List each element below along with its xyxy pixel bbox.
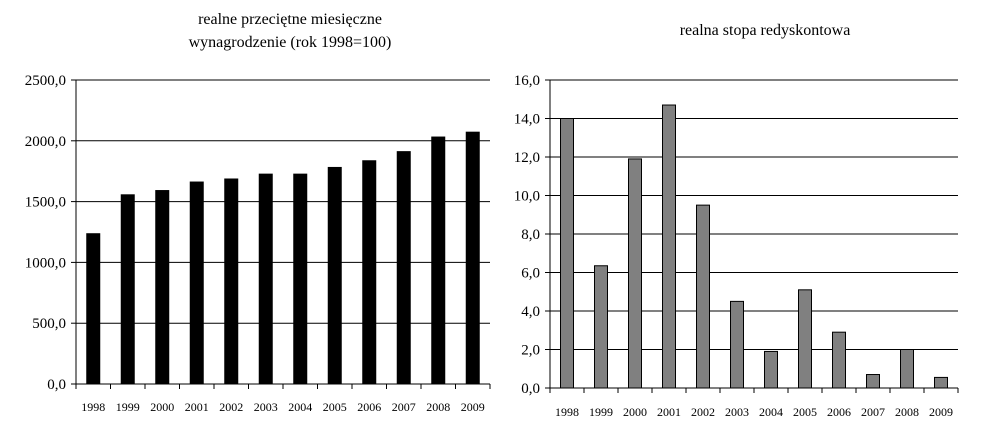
wages-x-tick-label-2000: 2000 [150, 400, 174, 414]
rate-x-tick-label-2006: 2006 [827, 405, 851, 419]
wages-y-tick-label: 500,0 [32, 316, 66, 332]
rate-bar-2001 [663, 105, 676, 388]
wages-x-tick-label-2002: 2002 [219, 400, 243, 414]
rate-bar-2007 [867, 375, 880, 388]
rate-bar-2005 [799, 290, 812, 388]
wages-bar-2005 [328, 167, 342, 384]
wages-x-tick-label-2004: 2004 [288, 400, 312, 414]
rate-y-tick-label: 10,0 [514, 189, 540, 205]
rate-x-tick-label-2008: 2008 [895, 405, 919, 419]
wages-bar-2000 [155, 190, 169, 384]
wages-y-tick-label: 1000,0 [25, 255, 66, 271]
rate-bar-1998 [561, 119, 574, 389]
rate-bar-2006 [833, 332, 846, 388]
wages-bar-2009 [466, 132, 480, 384]
wages-x-tick-label-2007: 2007 [392, 400, 416, 414]
wages-x-tick-label-1998: 1998 [81, 400, 105, 414]
wages-bar-2003 [259, 174, 273, 384]
wages-bar-2001 [190, 182, 204, 384]
rate-bar-2004 [765, 351, 778, 388]
wages-bar-1999 [121, 194, 135, 384]
rate-y-tick-label: 14,0 [514, 112, 540, 128]
wages-bar-2004 [293, 174, 307, 384]
rate-x-tick-label-2003: 2003 [725, 405, 749, 419]
rate-bar-2000 [629, 159, 642, 388]
wages-y-tick-label: 2500,0 [25, 73, 66, 89]
rate-x-tick-label-2004: 2004 [759, 405, 783, 419]
wages-x-tick-label-2008: 2008 [426, 400, 450, 414]
wages-x-tick-label-2006: 2006 [357, 400, 381, 414]
wages-x-tick-label-2009: 2009 [461, 400, 485, 414]
rate-y-tick-label: 6,0 [521, 266, 540, 282]
rate-x-tick-label-2001: 2001 [657, 405, 681, 419]
rate-x-tick-label-2007: 2007 [861, 405, 885, 419]
wages-x-tick-label-2005: 2005 [323, 400, 347, 414]
wages-bar-1998 [86, 233, 100, 384]
rate-y-tick-label: 16,0 [514, 73, 540, 89]
rate-x-tick-label-2009: 2009 [929, 405, 953, 419]
wages-y-tick-label: 0,0 [47, 377, 66, 393]
rate-y-tick-label: 4,0 [521, 304, 540, 320]
wages-x-tick-label-2003: 2003 [254, 400, 278, 414]
rate-bar-2003 [731, 301, 744, 388]
wages-y-tick-label: 2000,0 [25, 134, 66, 150]
rate-y-tick-label: 0,0 [521, 381, 540, 397]
wages-x-tick-label-2001: 2001 [185, 400, 209, 414]
rate-y-tick-label: 8,0 [521, 227, 540, 243]
wages-bar-2006 [362, 160, 376, 384]
wages-bar-2008 [431, 137, 445, 384]
wages-y-tick-label: 1500,0 [25, 195, 66, 211]
rate-bar-1999 [595, 266, 608, 388]
rate-x-tick-label-2002: 2002 [691, 405, 715, 419]
rate-x-tick-label-2000: 2000 [623, 405, 647, 419]
rate-bar-2008 [901, 350, 914, 389]
wages-x-tick-label-1999: 1999 [116, 400, 140, 414]
rate-y-tick-label: 12,0 [514, 150, 540, 166]
rate-x-tick-label-2005: 2005 [793, 405, 817, 419]
rate-y-tick-label: 2,0 [521, 343, 540, 359]
wages-bar-2002 [224, 178, 238, 384]
rate-bar-2009 [935, 377, 948, 388]
rate-x-tick-label-1998: 1998 [555, 405, 579, 419]
rate-bar-2002 [697, 205, 710, 388]
wages-bar-2007 [397, 151, 411, 384]
rate-x-tick-label-1999: 1999 [589, 405, 613, 419]
